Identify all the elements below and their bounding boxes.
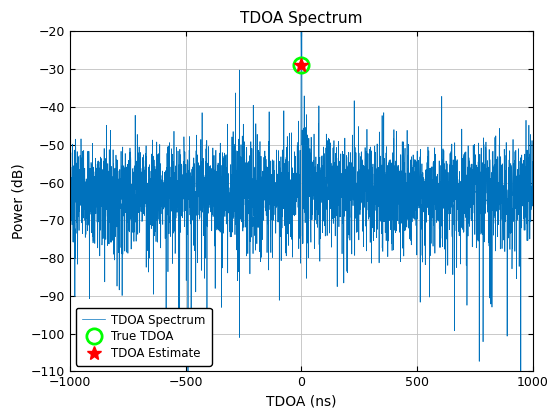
X-axis label: TDOA (ns): TDOA (ns) — [266, 395, 337, 409]
TDOA Spectrum — [67, 149, 73, 154]
TDOA Spectrum — [382, 200, 389, 205]
TDOA Spectrum — [530, 178, 536, 183]
Y-axis label: Power (dB): Power (dB) — [11, 163, 25, 239]
TDOA Spectrum — [264, 250, 270, 255]
TDOA Spectrum — [297, 29, 304, 34]
TDOA Spectrum — [158, 195, 165, 200]
TDOA Spectrum — [185, 369, 192, 374]
TDOA Spectrum — [300, 139, 306, 144]
TDOA Spectrum — [132, 220, 138, 225]
Title: TDOA Spectrum: TDOA Spectrum — [240, 11, 363, 26]
Line: TDOA Spectrum: TDOA Spectrum — [70, 32, 533, 371]
Legend: TDOA Spectrum, True TDOA, TDOA Estimate: TDOA Spectrum, True TDOA, TDOA Estimate — [76, 308, 212, 365]
TDOA Spectrum — [269, 187, 276, 192]
